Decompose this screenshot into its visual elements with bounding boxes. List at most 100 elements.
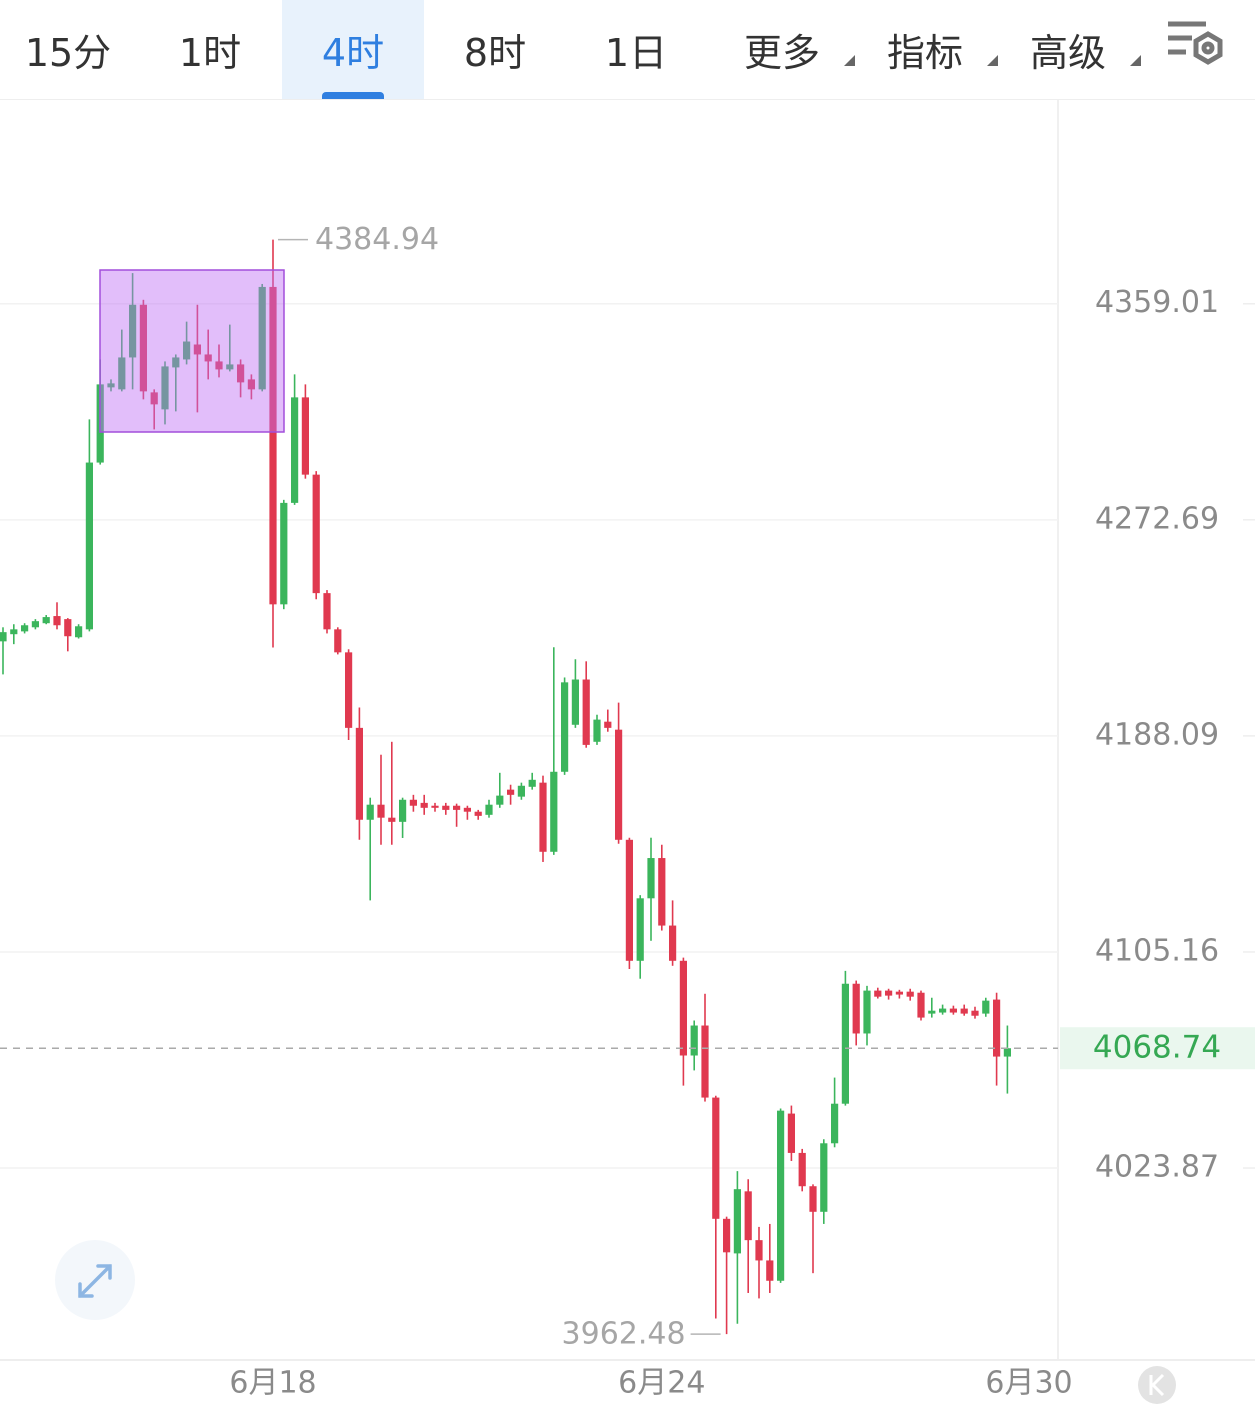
candle-body — [949, 1008, 957, 1013]
candle-body — [809, 1186, 817, 1212]
candle-body — [658, 858, 666, 926]
timeframe-tab[interactable]: 8时 — [424, 0, 566, 99]
candle-body — [647, 858, 655, 899]
candle-body — [561, 682, 569, 772]
candle-body — [787, 1113, 795, 1153]
toolbar: 15分 1时 4时 8时 1日 更多 指标 高级 — [0, 0, 1255, 100]
candle-body — [971, 1010, 979, 1016]
candle-body — [517, 785, 525, 797]
candle-body — [226, 364, 234, 370]
candle-body — [85, 462, 93, 630]
candle-body — [64, 619, 72, 637]
tab-label: 15分 — [24, 31, 112, 75]
candle-body — [366, 804, 374, 820]
candles — [0, 239, 1011, 1335]
timeframe-tab[interactable]: 高级 — [997, 0, 1141, 99]
timeframe-tab[interactable]: 更多 — [711, 0, 855, 99]
x-tick-label: 6月30 — [985, 1366, 1072, 1401]
tab-label: 1日 — [604, 31, 668, 75]
candle-body — [399, 799, 407, 822]
timeframe-tab[interactable]: 1时 — [139, 0, 281, 99]
candle-body — [345, 652, 353, 728]
candle-body — [485, 804, 493, 815]
candle-body — [269, 286, 277, 605]
y-tick-label: 4188.09 — [1095, 717, 1219, 752]
timeframe-tab[interactable]: 15分 — [0, 0, 139, 99]
candle-body — [755, 1240, 763, 1261]
last-price-label: 4068.74 — [1093, 1030, 1221, 1066]
timeframe-tab[interactable]: 4时 — [282, 0, 424, 99]
candle-body — [453, 805, 461, 810]
candle-body — [193, 344, 201, 355]
candle-body — [701, 1025, 709, 1098]
candle-body — [355, 727, 363, 820]
candle-body — [841, 983, 849, 1104]
y-tick-label: 4105.16 — [1095, 933, 1219, 968]
settings-icon — [1168, 21, 1223, 65]
candle-body — [798, 1152, 806, 1187]
candle-body — [571, 679, 579, 725]
candle-body — [960, 1008, 968, 1014]
candle-body — [118, 357, 126, 390]
candle-body — [507, 789, 515, 795]
candle-body — [161, 366, 169, 410]
candle-body — [280, 502, 288, 605]
tab-label: 1时 — [178, 31, 242, 75]
candle-body — [150, 392, 158, 405]
x-tick-label: 6月18 — [229, 1366, 316, 1401]
candle-body — [885, 990, 893, 996]
timeframe-tab[interactable]: 指标 — [854, 0, 998, 99]
candle-body — [874, 990, 882, 997]
candle-body — [831, 1103, 839, 1144]
candle-body — [582, 679, 590, 745]
candle-body — [75, 626, 83, 638]
candle-body — [215, 361, 223, 370]
candle-body — [895, 991, 903, 995]
candle-body — [258, 286, 266, 390]
candle-body — [1003, 1048, 1011, 1057]
candle-body — [129, 304, 137, 358]
candle-body — [528, 779, 536, 787]
candle-body — [777, 1110, 785, 1281]
dropdown-caret — [1130, 55, 1141, 66]
expand-button[interactable] — [55, 1240, 135, 1320]
candle-body — [939, 1008, 947, 1013]
candle-body — [107, 383, 115, 388]
candle-body — [625, 839, 633, 961]
candle-body — [377, 804, 385, 818]
settings-button[interactable] — [1166, 16, 1226, 76]
candle-body — [982, 1000, 990, 1014]
candle-body — [420, 802, 428, 808]
timeframe-tab[interactable]: 1日 — [565, 0, 707, 99]
last-price-box — [1060, 1027, 1255, 1070]
candle-body — [31, 621, 39, 628]
tab-label: 指标 — [886, 31, 963, 75]
selection-box[interactable] — [99, 269, 285, 433]
y-tick-label: 4359.01 — [1095, 285, 1219, 320]
k-logo-icon — [1149, 1373, 1165, 1397]
k-logo — [1138, 1366, 1176, 1404]
candle-body — [463, 807, 471, 812]
candle-body — [388, 817, 396, 822]
candle-body — [409, 799, 417, 806]
y-tick-label: 4023.87 — [1095, 1150, 1219, 1185]
candle-body — [247, 379, 255, 390]
candle-body — [312, 474, 320, 594]
candle-body — [669, 925, 677, 961]
candle-body — [744, 1191, 752, 1241]
candle-body — [906, 991, 914, 997]
candle-body — [21, 625, 29, 632]
dropdown-caret — [844, 55, 855, 66]
candle-body — [766, 1260, 774, 1281]
candle-body — [139, 304, 147, 392]
candle-body — [852, 983, 860, 1034]
candle-body — [442, 805, 450, 810]
candle-body — [820, 1143, 828, 1212]
candle-body — [733, 1189, 741, 1254]
candle-body — [204, 354, 212, 362]
grid: 4023.87 4105.16 4188.09 4272.69 4359.01 6月18 6… — [0, 285, 1255, 1401]
candle-body — [0, 632, 7, 642]
candle-body — [323, 593, 331, 630]
